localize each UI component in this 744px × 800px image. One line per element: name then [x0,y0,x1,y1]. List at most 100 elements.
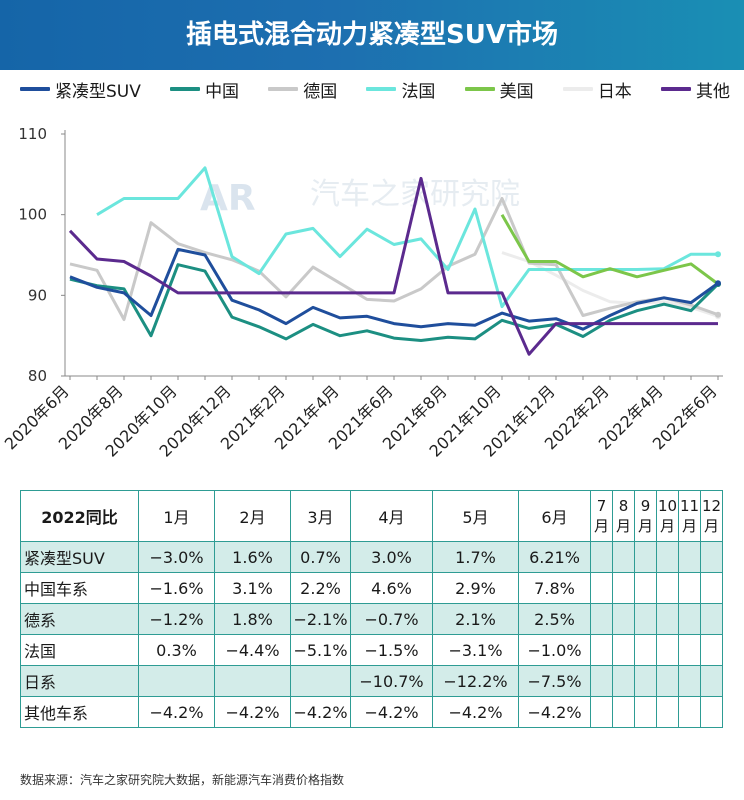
table-cell: −2.1% [290,603,351,635]
month-header: 1月 [138,490,215,542]
table-cell [634,634,657,666]
row-label: 中国车系 [20,572,139,604]
table-cell: −7.5% [518,665,591,697]
svg-text:AR: AR [200,178,256,219]
legend-label: 德国 [303,81,338,102]
row-label: 日系 [20,665,139,697]
footnote: 数据来源：汽车之家研究院大数据，新能源汽车消费价格指数 [20,773,345,787]
month-header: 11月 [678,490,701,542]
table-cell: 3.0% [350,541,433,573]
watermark: AR 汽车之家研究院 [200,177,520,219]
table-cell [634,665,657,697]
table-cell: −1.5% [350,634,433,666]
legend-swatch [562,87,593,91]
table-cell: 4.6% [350,572,433,604]
table-cell: −4.2% [432,696,519,728]
table-cell [700,572,723,604]
table-cell: −4.2% [214,696,291,728]
table-cell [590,696,613,728]
series-end-point [715,251,721,258]
table-cell [590,541,613,573]
table-cell [612,572,635,604]
legend-item: 中国 [170,77,239,102]
table-cell: 2.2% [290,572,351,604]
month-header: 3月 [290,490,351,542]
table-cell [678,541,701,573]
table-cell [590,572,613,604]
y-tick-label: 110 [18,125,47,143]
month-header: 6月 [518,490,591,542]
table-cell [700,541,723,573]
legend-label: 美国 [499,81,534,102]
table-cell [700,665,723,697]
legend-item: 日本 [562,77,632,102]
y-tick-label: 90 [28,286,47,304]
table-cell: −1.6% [138,572,215,604]
legend-label: 中国 [205,81,240,102]
table-cell [656,665,679,697]
month-header: 9月 [634,490,657,542]
table-cell: −4.2% [138,696,215,728]
table-cell [612,696,635,728]
month-header: 10月 [656,490,679,542]
table-cell: 0.7% [290,541,351,573]
chart-legend: 紧凑型SUV 中国 德国 法国 美国 日本 其他 [20,76,730,102]
table-header-row: 2022同比 1月 2月 3月 4月 5月 6月 7月 8月 9月 10月 11月 12月 [20,490,723,542]
table-cell: −12.2% [432,665,519,697]
table-cell [678,665,701,697]
table-cell [290,665,351,697]
legend-item: 紧凑型SUV [20,77,141,102]
month-header: 4月 [350,490,433,542]
table-cell [700,603,723,635]
series-line [69,247,719,331]
table-corner-label: 2022同比 [20,490,139,542]
table-cell: −0.7% [350,603,433,635]
y-tick-label: 80 [28,367,47,385]
series-line [68,176,718,356]
table-cell [700,696,723,728]
table-cell [590,665,613,697]
series-end-point [715,311,721,318]
table-cell [634,696,657,728]
row-label: 德系 [20,603,139,635]
chart-title: 插电式混合动力紧凑型SUV市场 [0,0,744,70]
table-cell: −5.1% [290,634,351,666]
table-cell [656,634,679,666]
table-cell [656,603,679,635]
table-cell: −4.2% [290,696,351,728]
table-cell: 3.1% [214,572,291,604]
table-cell [656,541,679,573]
legend-label: 日本 [597,81,632,102]
month-header: 2月 [214,490,291,542]
series-line [500,213,719,286]
table-row: 中国车系 −1.6% 3.1% 2.2% 4.6% 2.9% 7.8% [20,572,723,604]
table-cell: 1.7% [432,541,519,573]
legend-label: 紧凑型SUV [55,81,141,102]
table-cell [138,665,215,697]
table-cell [612,634,635,666]
table-row: 紧凑型SUV −3.0% 1.6% 0.7% 3.0% 1.7% 6.21% [20,541,723,573]
table-cell [656,572,679,604]
legend-swatch [464,87,495,91]
legend-item: 美国 [464,77,534,102]
legend-label: 其他 [696,81,730,102]
table-row: 其他车系 −4.2% −4.2% −4.2% −4.2% −4.2% −4.2% [20,696,723,728]
legend-label: 法国 [401,81,436,102]
table-cell: 6.21% [518,541,591,573]
legend-item: 其他 [661,77,730,102]
table-cell [634,541,657,573]
table-cell: −3.1% [432,634,519,666]
month-header: 7月 [590,490,613,542]
table-cell: −1.0% [518,634,591,666]
row-label: 其他车系 [20,696,139,728]
table-cell [612,665,635,697]
legend-item: 法国 [366,77,435,102]
table-cell [590,634,613,666]
table-cell: −4.2% [518,696,591,728]
series-line [501,251,719,318]
table-cell [678,634,701,666]
month-header: 5月 [432,490,519,542]
table-cell: −3.0% [138,541,215,573]
legend-swatch [170,87,201,91]
legend-item: 德国 [268,77,337,102]
